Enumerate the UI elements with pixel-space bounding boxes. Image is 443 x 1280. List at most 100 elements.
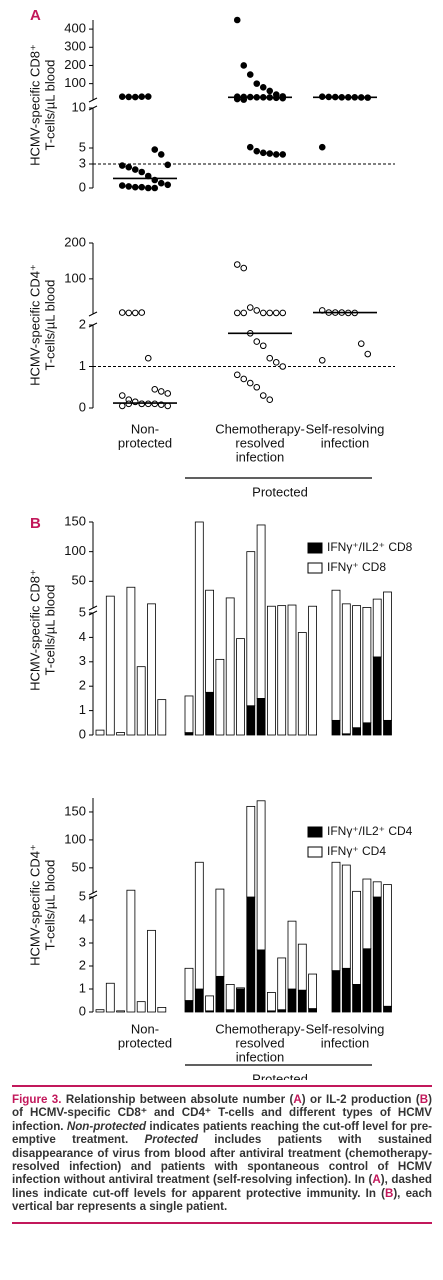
data-point — [118, 93, 126, 101]
data-point — [246, 379, 254, 387]
bar-segment — [352, 605, 362, 729]
y-axis-label: HCMV-specific CD8⁺ — [27, 569, 42, 691]
y-tick-label: 3 — [79, 155, 86, 170]
data-point — [266, 396, 274, 404]
data-point — [164, 161, 172, 169]
bar-segment — [95, 1009, 105, 1013]
data-point — [164, 390, 172, 397]
bar-segment — [277, 957, 287, 1011]
y-tick-label: 50 — [72, 573, 86, 588]
data-point — [253, 147, 261, 155]
bar-segment — [277, 605, 287, 736]
bar-segment — [362, 607, 372, 724]
data-point — [125, 163, 133, 171]
bar-segment — [383, 719, 392, 736]
panel-label: A — [30, 7, 41, 24]
bar-segment — [331, 589, 341, 721]
legend-label: IFNγ⁺ CD8 — [327, 560, 386, 574]
data-point — [240, 309, 248, 317]
legend-swatch — [307, 826, 323, 838]
bar-segment — [184, 1000, 194, 1013]
caption-text: ), each vertical bar represents a single… — [12, 1186, 432, 1214]
data-point — [144, 93, 152, 100]
y-tick-label: 4 — [79, 629, 86, 644]
bar-segment — [147, 603, 156, 736]
bar-segment — [383, 1005, 392, 1013]
data-point — [318, 356, 326, 364]
caption-text: Relationship between absolute number ( — [61, 1093, 294, 1106]
y-axis-label: T-cells/µL blood — [42, 280, 57, 371]
axis-break — [88, 322, 98, 328]
data-point — [266, 309, 274, 317]
axis-break — [88, 97, 98, 103]
data-point — [164, 181, 172, 189]
x-category-label: infection — [236, 1049, 284, 1064]
bar-segment — [225, 597, 235, 736]
bar-segment — [287, 920, 297, 990]
data-point — [266, 87, 274, 95]
y-axis-label: HCMV-specific CD4⁺ — [27, 844, 42, 966]
axis-break — [88, 890, 98, 896]
bar-segment — [215, 975, 225, 1013]
bar-segment — [194, 988, 204, 1013]
x-category-label: infection — [321, 1035, 369, 1050]
bar-segment — [157, 699, 167, 736]
axis-break — [88, 105, 98, 111]
bar-segment — [105, 595, 115, 736]
bar-segment — [297, 943, 307, 991]
y-tick-label: 100 — [64, 270, 86, 285]
y-tick-label: 2 — [79, 957, 86, 972]
axis-break — [88, 610, 98, 616]
data-point — [131, 309, 139, 317]
caption-text: B — [384, 1186, 394, 1200]
y-axis-label: T-cells/µL blood — [42, 60, 57, 151]
data-point — [131, 166, 139, 173]
panel-label: B — [30, 515, 41, 532]
bar-segment — [256, 698, 266, 736]
y-tick-label: 5 — [79, 888, 86, 903]
data-point — [240, 62, 248, 69]
bar-segment — [126, 586, 136, 736]
bar-segment — [184, 967, 194, 1001]
caption-text: includes patients with sustained disappe… — [12, 1133, 433, 1187]
legend-swatch — [307, 542, 323, 554]
bar-segment — [308, 1008, 318, 1013]
bar-segment — [331, 719, 341, 736]
data-point — [259, 342, 267, 350]
data-point — [272, 151, 280, 158]
data-point — [118, 392, 126, 399]
data-point — [151, 400, 159, 408]
data-point — [279, 151, 287, 158]
bar-segment — [194, 861, 204, 990]
data-point — [259, 149, 267, 157]
bar-segment — [256, 949, 266, 1013]
caption-text: ), dashed lines indicate cut-off levels … — [12, 1173, 432, 1200]
caption-text: ) or IL-2 production ( — [301, 1093, 420, 1106]
data-point — [318, 143, 326, 151]
data-point — [253, 383, 261, 391]
bar-segment — [246, 705, 256, 736]
x-category-label: resolved — [235, 435, 284, 450]
y-tick-label: 1 — [79, 358, 86, 373]
data-point — [118, 402, 126, 410]
data-point — [266, 150, 274, 157]
bar-segment — [352, 890, 362, 985]
data-point — [253, 338, 261, 345]
bar-segment — [362, 878, 372, 950]
x-category-label: protected — [118, 435, 172, 450]
caption-label: Figure 3. — [12, 1093, 62, 1106]
caption-text: ) of HCMV-specific CD8⁺ and CD4⁺ T-cells… — [12, 1093, 432, 1133]
caption-text: indicates patients reaching the cut-off … — [12, 1119, 433, 1147]
y-tick-label: 100 — [64, 831, 86, 846]
data-point — [157, 151, 165, 158]
y-tick-label: 150 — [64, 513, 86, 528]
legend-label: IFNγ⁺ CD4 — [327, 844, 386, 858]
y-tick-label: 4 — [79, 911, 86, 926]
data-point — [144, 400, 152, 408]
bar-segment — [352, 727, 362, 736]
bar-segment — [362, 722, 372, 736]
bar-segment — [236, 638, 245, 736]
bar-segment — [266, 605, 276, 736]
group-label: Protected — [252, 484, 308, 499]
bar-segment — [341, 603, 351, 735]
